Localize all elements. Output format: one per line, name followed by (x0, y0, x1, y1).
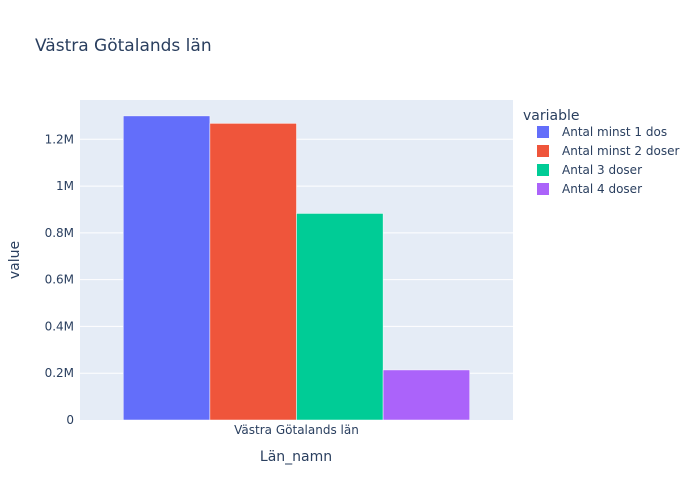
legend[interactable]: variable Antal minst 1 dos Antal minst 2 … (523, 108, 679, 196)
x-axis-title: Län_namn (260, 449, 332, 465)
legend-swatch (537, 126, 549, 138)
bars (123, 115, 470, 421)
bar-antal-4-doser[interactable] (382, 369, 470, 421)
legend-swatch (537, 183, 549, 195)
bar-antal-minst-2-doser[interactable] (209, 123, 297, 421)
y-tick-label: 1M (56, 179, 74, 193)
legend-swatch (537, 145, 549, 157)
legend-item-label[interactable]: Antal 4 doser (562, 182, 642, 196)
y-tick-label: 0.2M (45, 366, 74, 380)
x-tick-label: Västra Götalands län (234, 423, 359, 437)
legend-item-label[interactable]: Antal 3 doser (562, 163, 642, 177)
y-axis-title: value (7, 241, 23, 279)
bar-antal-3-doser[interactable] (296, 213, 384, 421)
y-tick-label: 0.6M (45, 273, 74, 287)
legend-item-label[interactable]: Antal minst 1 dos (562, 125, 667, 139)
y-tick-label: 0 (66, 413, 74, 427)
legend-swatch (537, 164, 549, 176)
y-axis-ticks: 0 0.2M 0.4M 0.6M 0.8M 1M 1.2M (45, 132, 74, 427)
y-tick-label: 0.8M (45, 226, 74, 240)
chart-title: Västra Götalands län (35, 36, 212, 56)
legend-item-label[interactable]: Antal minst 2 doser (562, 144, 679, 158)
bar-antal-minst-1-dos[interactable] (123, 115, 211, 421)
x-axis-ticks: Västra Götalands län (234, 423, 359, 437)
y-tick-label: 0.4M (45, 319, 74, 333)
y-tick-label: 1.2M (45, 132, 74, 146)
legend-title: variable (523, 108, 579, 124)
